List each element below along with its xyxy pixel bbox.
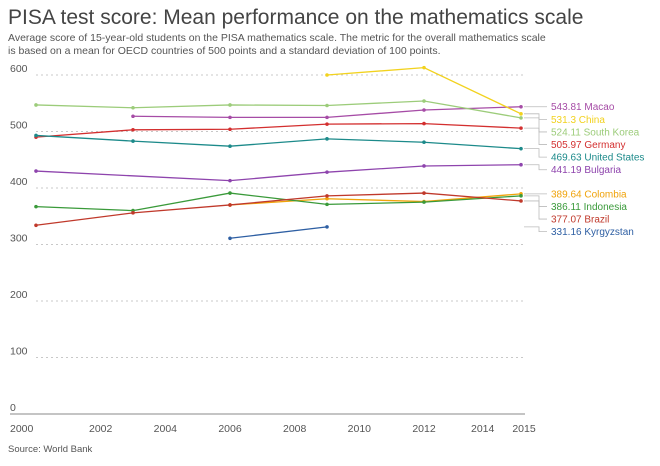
series-end-label: 441.19 Bulgaria <box>551 165 621 176</box>
data-point <box>519 194 523 198</box>
data-point <box>228 236 232 241</box>
data-point <box>422 164 426 168</box>
y-tick-label: 600 <box>10 63 28 75</box>
series-end-label: 386.11 Indonesia <box>551 202 627 213</box>
data-point <box>131 139 135 143</box>
data-point <box>519 146 523 151</box>
data-point <box>325 202 329 207</box>
x-tick-label: 2004 <box>154 423 178 435</box>
data-point <box>228 103 232 107</box>
y-tick-label: 0 <box>10 402 16 414</box>
data-point <box>131 105 135 110</box>
series-line-germany <box>35 122 522 138</box>
series-end-label: 331.16 Kyrgyzstan <box>551 227 634 238</box>
data-point <box>422 191 426 195</box>
data-point <box>325 73 329 77</box>
y-tick-label: 400 <box>10 176 28 188</box>
data-point <box>34 204 38 209</box>
x-tick-label: 2000 <box>10 423 34 435</box>
series-end-label: 531.3 China <box>551 115 605 126</box>
axis-layer: 0 100 200 300 400 500 600 2000 2002 2004 2006 2008 2… <box>10 63 536 435</box>
data-point <box>228 191 232 195</box>
x-tick-label: 2015 <box>512 423 536 435</box>
data-point <box>325 170 329 174</box>
chart-title: PISA test score: Mean performance on the… <box>8 6 584 29</box>
label-leader-line <box>524 226 547 233</box>
data-point <box>519 162 523 167</box>
series-line-bulgaria <box>35 164 522 182</box>
data-point <box>131 128 135 132</box>
data-point <box>422 108 426 112</box>
data-point <box>422 121 426 126</box>
source-note: Source: World Bank <box>8 444 93 455</box>
series-end-label: 469.63 United States <box>551 153 644 164</box>
data-point <box>422 200 426 204</box>
label-leader-line <box>524 113 547 120</box>
series-end-label: 524.11 South Korea <box>551 127 640 138</box>
series-line-south-korea <box>35 100 522 119</box>
data-point <box>325 115 329 120</box>
x-tick-label: 2008 <box>283 423 307 435</box>
series-end-label: 543.81 Macao <box>551 102 615 113</box>
y-tick-label: 500 <box>10 120 28 132</box>
data-point <box>228 127 232 132</box>
data-point <box>228 115 232 120</box>
data-point <box>519 116 523 120</box>
data-point <box>422 65 426 70</box>
label-leader-line <box>524 200 547 220</box>
data-point <box>422 99 426 103</box>
series-layer <box>34 65 523 241</box>
data-point <box>325 122 329 126</box>
data-point <box>34 103 38 107</box>
x-tick-label: 2010 <box>348 423 372 435</box>
data-point <box>34 223 38 228</box>
data-point <box>519 199 523 203</box>
x-tick-label: 2002 <box>89 423 113 435</box>
y-tick-label: 100 <box>10 346 28 358</box>
y-tick-label: 200 <box>10 289 28 301</box>
series-line-kyrgyzstan <box>229 226 328 239</box>
data-point <box>131 114 135 119</box>
data-point <box>519 112 523 116</box>
data-point <box>422 140 426 145</box>
x-tick-label: 2014 <box>471 423 495 435</box>
data-point <box>228 203 232 207</box>
data-point <box>325 194 329 198</box>
series-line-brazil <box>35 192 522 226</box>
label-leader-line <box>524 127 547 145</box>
series-line-colombia <box>229 193 522 206</box>
y-tick-label: 300 <box>10 233 28 245</box>
label-leader-line <box>524 148 547 158</box>
data-point <box>519 126 523 130</box>
data-point <box>519 104 523 109</box>
series-line-united-states <box>35 134 522 150</box>
data-point <box>131 211 135 215</box>
data-point <box>325 196 329 201</box>
series-line-indonesia <box>35 192 522 212</box>
data-point <box>34 133 38 138</box>
x-tick-label: 2006 <box>218 423 242 435</box>
data-point <box>34 169 38 173</box>
x-tick-label: 2012 <box>412 423 436 435</box>
series-end-label: 377.07 Brazil <box>551 215 609 226</box>
data-point <box>325 137 329 141</box>
chart-subtitle: Average score of 15-year-old students on… <box>8 32 546 57</box>
data-point <box>228 144 232 148</box>
data-point <box>325 225 329 229</box>
data-point <box>325 103 329 108</box>
label-leader-line <box>524 117 547 133</box>
label-leader-line <box>524 164 547 171</box>
series-end-label: 505.97 Germany <box>551 140 626 151</box>
series-end-label: 389.64 Colombia <box>551 189 627 200</box>
data-point <box>228 178 232 183</box>
